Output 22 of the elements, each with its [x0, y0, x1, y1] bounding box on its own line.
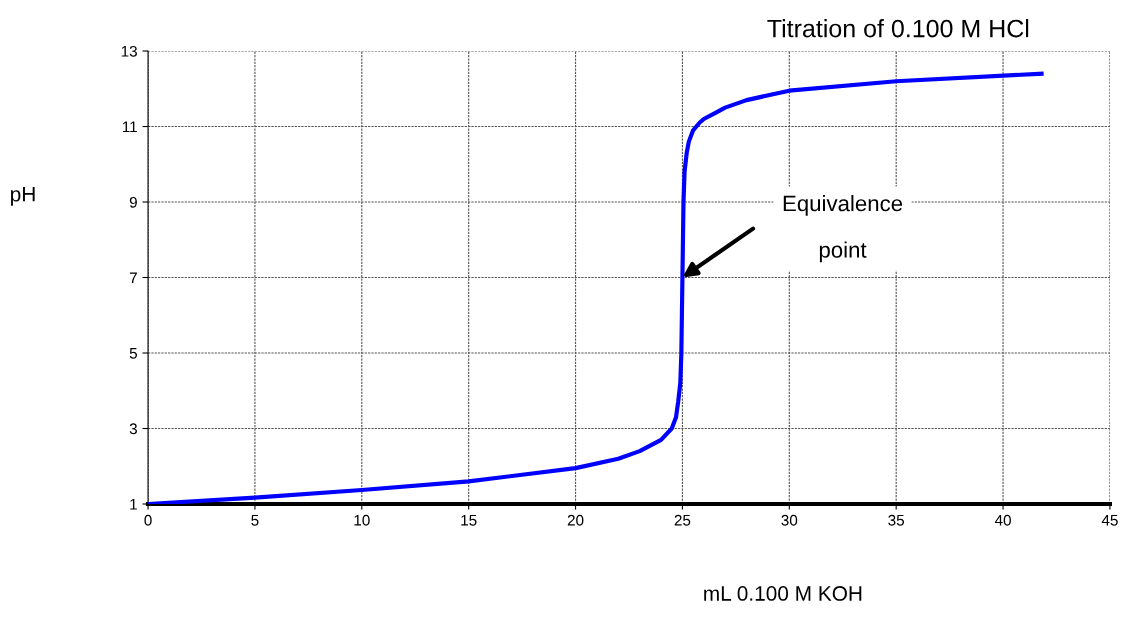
- x-tick-label: 35: [888, 514, 905, 526]
- x-tick-label: 5: [251, 514, 259, 526]
- y-tick-label: 9: [129, 196, 137, 208]
- x-tick-label: 30: [781, 514, 798, 526]
- x-tick-label: 40: [994, 514, 1011, 526]
- x-tick-label: 0: [144, 514, 152, 526]
- x-tick-label: 45: [1101, 514, 1118, 526]
- y-axis-title: pH: [11, 187, 35, 206]
- chart-title: Titration of 0.100 M HCl: [767, 19, 1029, 38]
- y-tick-label: 1: [130, 499, 137, 510]
- x-tick-label: 25: [674, 514, 691, 526]
- x-tick-label: 10: [354, 514, 370, 526]
- x-axis-title: mL 0.100 M KOH: [704, 586, 862, 601]
- line-series: [148, 71, 1044, 504]
- y-tick-label: 3: [129, 423, 137, 435]
- y-tick-label: 11: [122, 121, 137, 133]
- annotation: Equivalence point: [783, 195, 903, 263]
- x-tick-label: 15: [461, 514, 477, 526]
- y-tick-label: 7: [129, 272, 137, 284]
- x-tick-label: 20: [567, 514, 584, 526]
- y-tick-label: 13: [121, 45, 137, 57]
- y-tick-label: 5: [129, 348, 137, 359]
